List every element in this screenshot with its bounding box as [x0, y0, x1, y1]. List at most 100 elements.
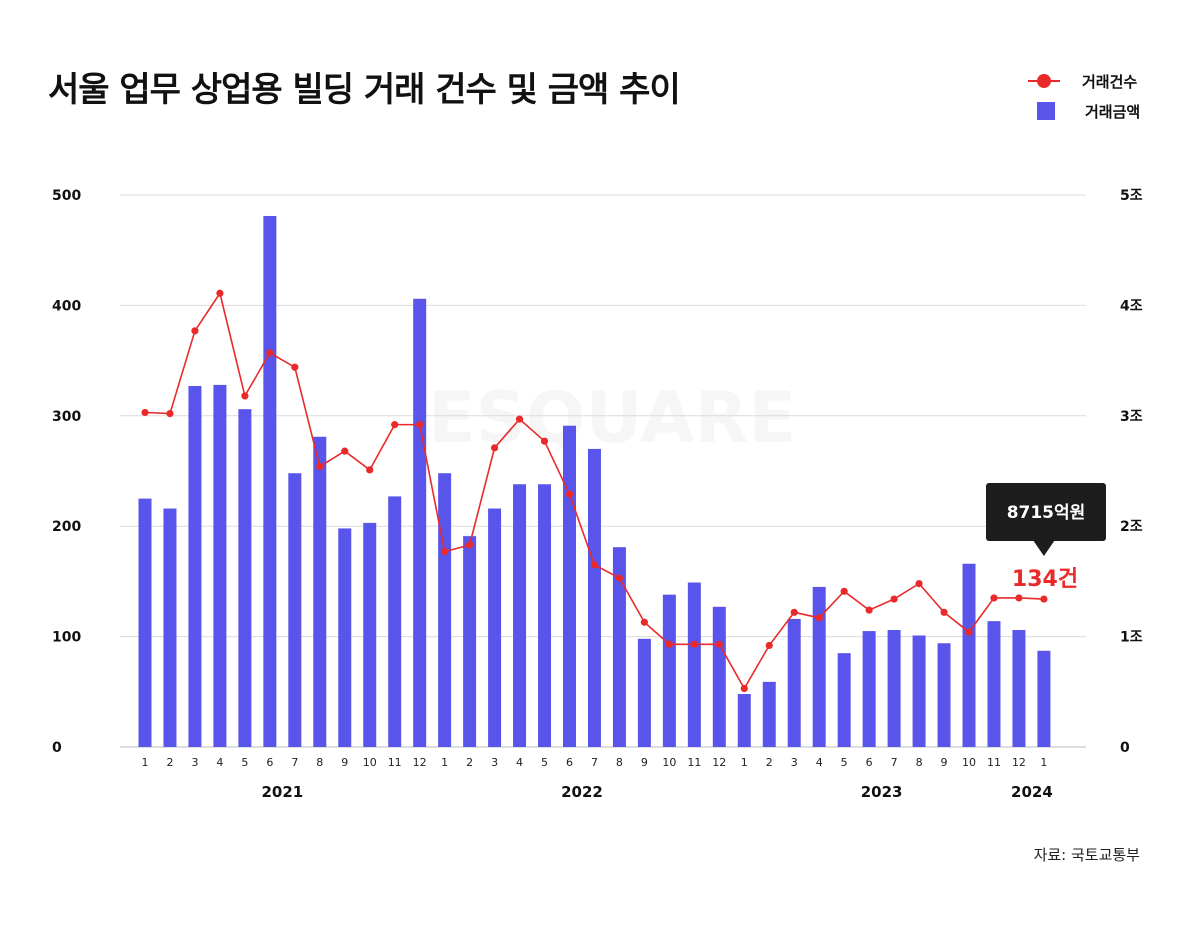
point-count [291, 363, 299, 371]
point-count [366, 466, 374, 474]
x-tick-label: 1 [741, 756, 748, 769]
point-count [540, 437, 549, 445]
point-count [615, 574, 624, 582]
right-axis-tick-label: 3조 [1120, 409, 1143, 425]
x-tick-label: 11 [687, 756, 701, 769]
x-tick-label: 8 [916, 756, 923, 769]
point-count [216, 289, 224, 297]
x-tick-label: 1 [441, 756, 448, 769]
right-axis-tick-label: 5조 [1120, 188, 1143, 204]
bar-amount [662, 594, 676, 747]
x-tick-label: 1 [142, 756, 149, 769]
x-tick-label: 12 [1012, 756, 1026, 769]
point-count [441, 547, 449, 556]
bar-amount [138, 498, 152, 747]
bar-amount [288, 473, 302, 747]
legend-label-count: 거래건수 [1082, 72, 1138, 91]
x-tick-label: 4 [816, 756, 823, 769]
legend-bar-swatch-icon [1037, 102, 1055, 120]
bar-amount [912, 635, 926, 747]
bar-amount [538, 484, 552, 747]
bar-amount [837, 653, 851, 747]
chart-title: 서울 업무 상업용 빌딩 거래 건수 및 금액 추이 [48, 70, 681, 110]
point-count [840, 587, 848, 595]
bar-amount [388, 496, 402, 747]
bar-amount [937, 643, 951, 747]
bar-amount [762, 681, 776, 747]
point-count [715, 640, 723, 648]
x-tick-label: 7 [891, 756, 898, 769]
point-count [466, 541, 474, 549]
x-tick-label: 10 [962, 756, 976, 769]
x-tick-label: 2 [466, 756, 473, 769]
left-axis-tick-label: 200 [52, 519, 81, 535]
watermark: ESQUARE [428, 377, 796, 459]
x-tick-label: 5 [841, 756, 848, 769]
callout-pointer [1032, 540, 1055, 556]
point-count [965, 628, 973, 636]
bar-amount [213, 384, 227, 747]
bar-amount [612, 547, 626, 747]
x-tick-label: 2 [166, 756, 173, 769]
point-count [141, 408, 149, 417]
bar-amount [1012, 629, 1026, 747]
point-count [515, 415, 524, 423]
point-count [940, 608, 948, 616]
bar-amount [587, 448, 601, 747]
x-tick-label: 6 [866, 756, 873, 769]
x-tick-label: 3 [491, 756, 498, 769]
bar-amount [188, 385, 202, 747]
point-count [1040, 595, 1048, 603]
bar-amount [488, 508, 502, 747]
bar-amount [787, 618, 801, 747]
bar-amount [163, 508, 177, 747]
legend: 거래건수 거래금액 [1028, 66, 1140, 126]
bar-amount [562, 425, 576, 747]
x-tick-label: 6 [566, 756, 573, 769]
x-tick-label: 3 [191, 756, 198, 769]
point-count [590, 561, 599, 569]
x-tick-label: 6 [266, 756, 273, 769]
x-tick-label: 4 [216, 756, 223, 769]
bar-amount [463, 536, 477, 747]
bar-amount [238, 409, 252, 747]
x-tick-label: 4 [516, 756, 523, 769]
x-tick-label: 10 [662, 756, 676, 769]
bar-amount [962, 563, 976, 747]
legend-line-marker-icon [1028, 72, 1060, 90]
point-count [740, 684, 748, 693]
legend-item-count: 거래건수 [1028, 66, 1140, 96]
x-tick-label: 9 [341, 756, 348, 769]
point-count [765, 641, 773, 650]
right-axis-tick-label: 1조 [1120, 630, 1143, 646]
x-tick-label: 11 [987, 756, 1001, 769]
x-tick-label: 12 [413, 756, 427, 769]
x-tick-label: 5 [241, 756, 248, 769]
right-axis-tick-label: 0 [1120, 740, 1130, 756]
bar-amount [363, 522, 377, 747]
x-tick-label: 10 [363, 756, 377, 769]
bar-amount [987, 621, 1001, 747]
point-count [890, 595, 898, 603]
left-axis-tick-label: 100 [52, 630, 81, 646]
x-tick-label: 5 [541, 756, 548, 769]
point-count [391, 421, 399, 429]
x-year-label: 2021 [261, 783, 303, 801]
bar-amount [413, 298, 427, 747]
point-count [690, 640, 698, 648]
bar-amount [1037, 650, 1051, 747]
x-tick-label: 11 [388, 756, 402, 769]
bar-amount [862, 631, 876, 747]
callout-box [986, 483, 1106, 541]
x-tick-label: 9 [641, 756, 648, 769]
source-note: 자료: 국토교통부 [1033, 846, 1140, 864]
x-tick-label: 9 [941, 756, 948, 769]
right-axis-tick-label: 2조 [1120, 519, 1143, 535]
x-tick-label: 3 [791, 756, 798, 769]
bar-amount [712, 606, 726, 747]
x-year-label: 2022 [561, 783, 603, 801]
point-count [166, 409, 174, 418]
bar-amount [338, 528, 352, 747]
bar-amount [637, 638, 651, 747]
